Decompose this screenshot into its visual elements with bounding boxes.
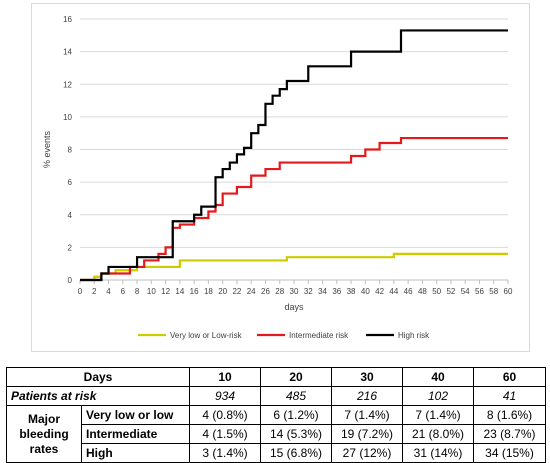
legend: Very low or Low-risk Intermediate risk Hig…: [138, 331, 430, 340]
patients-at-risk-value: 41: [473, 386, 546, 406]
x-tick-label: 46: [404, 287, 413, 296]
table-cell: 27 (12%): [331, 443, 403, 463]
x-tick-label: 2: [92, 287, 97, 296]
y-tick-label: 2: [68, 243, 73, 252]
day-header: 60: [473, 367, 546, 387]
x-tick-label: 26: [261, 287, 270, 296]
group-label-line: bleeding: [19, 426, 69, 441]
x-tick-label: 56: [475, 287, 484, 296]
x-tick-label: 40: [361, 287, 370, 296]
y-tick-label: 4: [68, 211, 73, 220]
patients-at-risk-value: 485: [260, 386, 332, 406]
table-cell: 7 (1.4%): [331, 405, 403, 425]
table-cell: 4 (0.8%): [189, 405, 261, 425]
series-line: [80, 136, 508, 282]
major-bleeding-rates-label: Major bleeding rates: [6, 405, 82, 463]
table-header-row: Days 10 20 30 40 60: [6, 367, 546, 387]
x-tick-label: 6: [121, 287, 126, 296]
x-tick-label: 34: [318, 287, 327, 296]
x-tick-label: 14: [175, 287, 184, 296]
group-label-line: Major: [27, 411, 60, 426]
x-tick-label: 54: [461, 287, 470, 296]
x-tick-label: 28: [275, 287, 284, 296]
series-line: [80, 29, 508, 282]
x-tick-label: 24: [247, 287, 256, 296]
grid-lines: [80, 18, 508, 281]
series-lines: [80, 29, 508, 282]
table-cell: 4 (1.5%): [189, 424, 261, 444]
row-label: High: [81, 443, 190, 463]
x-tick-label: 10: [147, 287, 156, 296]
table-cell: 21 (8.0%): [402, 424, 474, 444]
patients-at-risk-value: 216: [331, 386, 403, 406]
x-tick-label: 60: [504, 287, 513, 296]
x-tick-label: 58: [489, 287, 498, 296]
x-tick-label: 44: [389, 287, 398, 296]
y-tick-label: 10: [63, 113, 72, 122]
y-axis-label: % events: [42, 130, 52, 168]
table-cell: 7 (1.4%): [402, 405, 474, 425]
patients-at-risk-value: 934: [189, 386, 261, 406]
x-tick-label: 36: [332, 287, 341, 296]
y-tick-label: 14: [63, 48, 72, 57]
y-tick-label: 8: [68, 146, 73, 155]
x-tick-label: 48: [418, 287, 427, 296]
day-header: 40: [402, 367, 474, 387]
table-cell: 23 (8.7%): [473, 424, 546, 444]
x-tick-label: 38: [347, 287, 356, 296]
legend-label: Very low or Low-risk: [170, 331, 243, 340]
x-tick-label: 20: [218, 287, 227, 296]
x-tick-label: 50: [432, 287, 441, 296]
x-tick-label: 8: [135, 287, 140, 296]
x-tick-label: 42: [375, 287, 384, 296]
table-cell: 8 (1.6%): [473, 405, 546, 425]
x-axis-label: days: [284, 302, 304, 312]
x-tick-label: 22: [232, 287, 241, 296]
patients-at-risk-row: Patients at risk 934 485 216 102 41: [6, 386, 546, 406]
x-tick-label: 16: [190, 287, 199, 296]
table-cell: 15 (6.8%): [260, 443, 332, 463]
y-tick-label: 16: [63, 15, 72, 24]
table-cell: 14 (5.3%): [260, 424, 332, 444]
x-tick-label: 30: [290, 287, 299, 296]
table-cell: 19 (7.2%): [331, 424, 403, 444]
x-tick-label: 4: [106, 287, 111, 296]
patients-at-risk-label: Patients at risk: [6, 386, 190, 406]
patients-at-risk-value: 102: [402, 386, 474, 406]
bleeding-rates-table: Days 10 20 30 40 60 Patients at risk 934…: [6, 367, 546, 463]
y-tick-label: 6: [68, 178, 73, 187]
table-row: Major bleeding rates Very low or low 4 (…: [6, 405, 546, 463]
table-cell: 34 (15%): [473, 443, 546, 463]
day-header: 10: [189, 367, 261, 387]
legend-label: High risk: [398, 331, 430, 340]
x-tick-label: 52: [446, 287, 455, 296]
legend-label: Intermediate risk: [289, 331, 349, 340]
x-tick-label: 0: [78, 287, 83, 296]
row-label: Intermediate: [81, 424, 190, 444]
y-tick-label: 12: [63, 80, 72, 89]
group-label-line: rates: [29, 441, 59, 456]
chart-container: 0 2 4 6 8 10 12 14 16 0 2 4 6 8 10 12 14 16 18 20 22 24 26 28 30…: [31, 3, 530, 352]
days-header: Days: [6, 367, 190, 387]
table-row: Intermediate 4 (1.5%) 14 (5.3%) 19 (7.2%…: [7, 424, 546, 444]
x-tick-label: 12: [161, 287, 170, 296]
x-tick-label: 32: [304, 287, 313, 296]
table-cell: 3 (1.4%): [189, 443, 261, 463]
table-row: High 3 (1.4%) 15 (6.8%) 27 (12%) 31 (14%…: [7, 443, 546, 463]
table-cell: 31 (14%): [402, 443, 474, 463]
x-tick-label: 18: [204, 287, 213, 296]
day-header: 20: [260, 367, 332, 387]
row-label: Very low or low: [81, 405, 190, 425]
y-tick-label: 0: [68, 276, 73, 285]
table-cell: 6 (1.2%): [260, 405, 332, 425]
day-header: 30: [331, 367, 403, 387]
